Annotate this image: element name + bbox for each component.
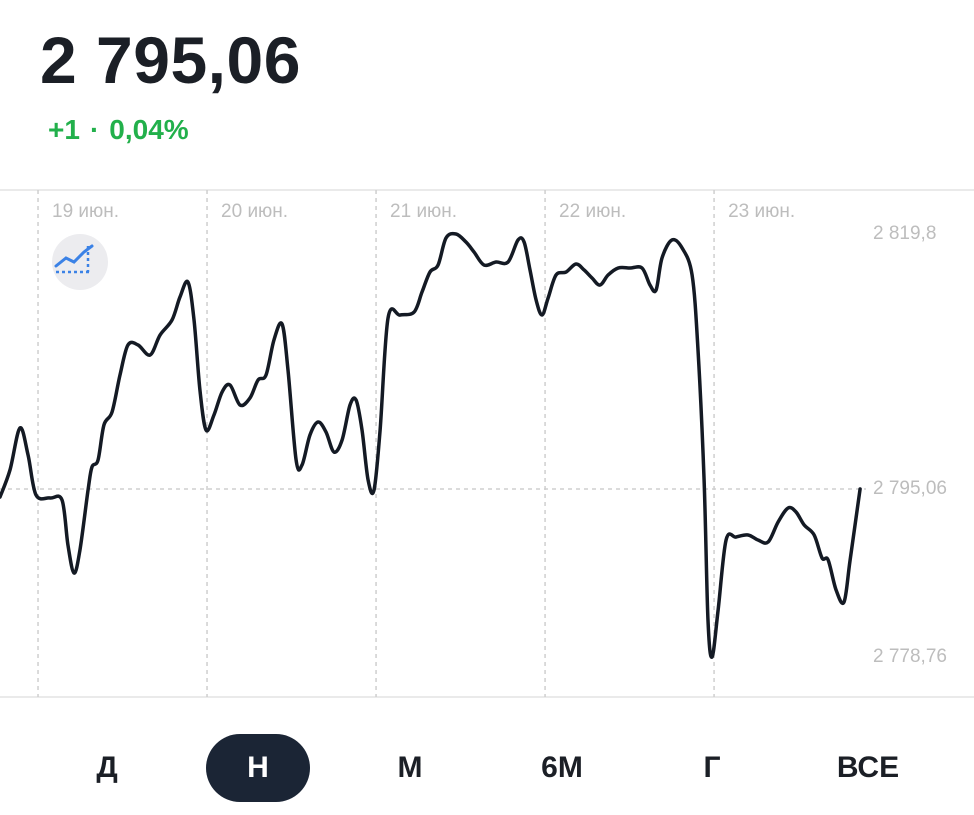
period-tab[interactable]: 6М <box>541 751 583 784</box>
x-tick-label: 20 июн. <box>221 201 288 222</box>
chart: 19 июн. 20 июн. 21 июн. 22 июн. 23 июн. 2 819… <box>0 189 974 698</box>
price: 2 795,06 <box>40 23 301 97</box>
x-tick-label: 23 июн. <box>728 201 795 222</box>
period-tab[interactable]: ВСЕ <box>836 751 900 784</box>
y-tick-label: 2 778,76 <box>873 646 947 667</box>
price-change: +1 · 0,04% <box>48 114 199 146</box>
y-tick-label: 2 795,06 <box>873 478 947 499</box>
y-tick-label: 2 819,8 <box>873 223 936 244</box>
x-tick-label: 21 июн. <box>390 201 457 222</box>
price-line <box>0 231 862 659</box>
icon-line[interactable] <box>54 244 94 268</box>
period-tab[interactable]: Г <box>703 751 721 784</box>
chart-type-button[interactable] <box>52 234 108 290</box>
x-tick-label: 19 июн. <box>52 201 119 222</box>
period-tab[interactable]: Н <box>206 734 310 802</box>
icon-background[interactable] <box>52 234 108 290</box>
period-tabs: Д Н М 6М Г ВСЕ <box>0 734 974 802</box>
separator: · <box>89 114 100 145</box>
x-tick-label: 22 июн. <box>559 201 626 222</box>
change-percent: 0,04% <box>109 114 189 145</box>
period-tab[interactable]: М <box>397 751 423 784</box>
period-tab[interactable]: Д <box>96 751 118 784</box>
change-abs: +1 <box>48 114 80 145</box>
